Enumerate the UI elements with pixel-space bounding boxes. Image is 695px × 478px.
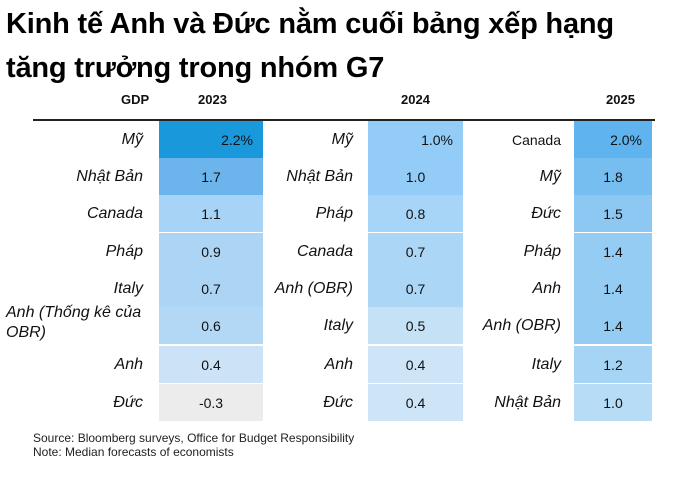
year-header-2025: 2025 [606,92,635,107]
value-cell: 1.4 [574,233,652,270]
value-cell: 0.7 [368,270,463,307]
value-cell: 0.4 [368,346,463,383]
value-cell: 0.7 [368,233,463,270]
country-label: Đức [323,394,353,411]
value-cell: 0.4 [159,346,263,383]
country-label: Đức [531,205,561,222]
value-cell: -0.3 [159,384,263,421]
value-cell: 1.0 [368,158,463,195]
value-cell: 1.2 [574,346,652,383]
country-label: Anh [532,280,561,297]
chart-title: Kinh tế Anh và Đức nằm cuối bảng xếp hạn… [6,2,686,90]
country-label: Pháp [523,243,561,260]
value-cell: 2.2% [159,121,263,158]
gdp-header: GDP [121,92,150,107]
value-cell: 1.1 [159,195,263,232]
country-label: Anh (OBR) [274,280,353,297]
value-cell: 1.4 [574,270,652,307]
source-note: Source: Bloomberg surveys, Office for Bu… [33,431,355,445]
country-label: Italy [113,280,143,297]
country-label: Nhật Bản [76,168,143,185]
header-rule [33,119,655,121]
country-label: Mỹ [539,168,561,185]
country-label: Mỹ [121,131,143,148]
value-cell: 1.0% [368,121,463,158]
country-label: Anh (OBR) [482,317,561,334]
value-cell: 0.9 [159,233,263,270]
country-label: Mỹ [331,131,353,148]
country-label: Pháp [105,243,143,260]
value-cell: 1.8 [574,158,652,195]
chart-title-line-1: Kinh tế Anh và Đức nằm cuối bảng xếp hạn… [6,8,614,40]
country-label: Italy [323,317,353,334]
country-label: Canada [296,243,353,260]
country-label: Canada [511,132,561,148]
country-label: Italy [531,356,561,373]
country-label: Đức [113,394,143,411]
median-note: Note: Median forecasts of economists [33,445,234,459]
year-header-2024: 2024 [401,92,430,107]
country-label: Nhật Bản [494,394,561,411]
country-label: Nhật Bản [286,168,353,185]
value-cell: 0.6 [159,307,263,344]
value-cell: 0.5 [368,307,463,344]
value-cell: 1.7 [159,158,263,195]
country-label: Anh [324,356,353,373]
value-cell: 0.4 [368,384,463,421]
value-cell: 1.0 [574,384,652,421]
country-label: Anh [114,356,143,373]
year-header-2023: 2023 [198,92,227,107]
country-label: Pháp [315,205,353,222]
value-cell: 2.0% [574,121,652,158]
value-cell: 0.7 [159,270,263,307]
value-cell: 1.5 [574,195,652,232]
country-label: Anh (Thống kê của OBR) [6,304,142,341]
value-cell: 0.8 [368,195,463,232]
chart-title-line-2: tăng trưởng trong nhóm G7 [6,52,385,84]
value-cell: 1.4 [574,307,652,344]
country-label: Canada [86,205,143,222]
